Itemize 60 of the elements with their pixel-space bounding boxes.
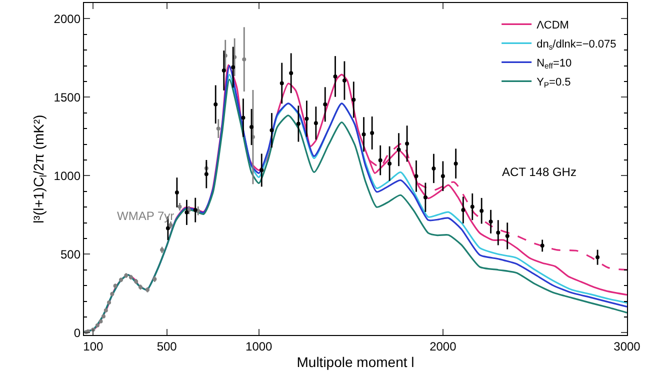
- point: [432, 166, 436, 170]
- legend-label: dn$_{s}$/dlnk=−0.075: [536, 38, 616, 52]
- y-tick-label: 1500: [54, 90, 81, 104]
- point: [289, 71, 294, 76]
- point: [496, 230, 500, 235]
- point: [222, 68, 226, 72]
- legend-label: Y$_{P}$=0.5: [536, 76, 571, 90]
- point: [304, 116, 309, 121]
- y-tick-label: 1000: [54, 168, 81, 183]
- point: [454, 162, 458, 166]
- point: [260, 168, 264, 172]
- point: [242, 57, 246, 62]
- point: [204, 172, 208, 176]
- point: [480, 208, 484, 213]
- point: [488, 220, 493, 224]
- point: [314, 121, 318, 126]
- point: [323, 102, 328, 106]
- point: [396, 148, 401, 152]
- point: [596, 255, 600, 260]
- point: [470, 204, 474, 209]
- legend-label: ΛCDM: [536, 19, 569, 32]
- point: [168, 222, 173, 227]
- point: [296, 122, 300, 126]
- point: [250, 125, 254, 130]
- point: [216, 126, 220, 131]
- point: [414, 174, 418, 178]
- point: [423, 195, 428, 200]
- x-tick-label: 100: [83, 340, 104, 354]
- point: [540, 244, 544, 248]
- point: [370, 130, 374, 135]
- point: [505, 234, 510, 238]
- point: [193, 208, 198, 212]
- x-axis-title: Multipole moment l: [296, 354, 414, 370]
- point: [405, 142, 410, 146]
- x-tick-label: 2000: [430, 340, 457, 354]
- point: [214, 102, 218, 106]
- point: [178, 204, 182, 209]
- point: [166, 226, 170, 230]
- y-tick-label: 500: [60, 247, 81, 262]
- point: [241, 116, 246, 120]
- point: [270, 128, 274, 132]
- point: [174, 190, 179, 194]
- point: [461, 208, 466, 212]
- point: [388, 162, 392, 166]
- series-label: WMAP 7yr: [117, 209, 174, 223]
- point: [280, 81, 284, 86]
- point: [440, 174, 445, 178]
- point: [231, 65, 236, 70]
- point: [362, 132, 366, 136]
- x-tick-label: 1000: [246, 340, 273, 354]
- point: [333, 74, 338, 78]
- y-tick-label: 2000: [54, 12, 81, 26]
- x-tick-label: 3000: [614, 340, 641, 354]
- legend-label: N$_{eff}$=10: [536, 57, 572, 71]
- point: [342, 78, 346, 83]
- x-tick-label: 500: [156, 340, 178, 354]
- text: ACT 148 GHz: [502, 165, 576, 179]
- point: [378, 158, 382, 162]
- y-tick-label: 0: [74, 326, 81, 340]
- point: [352, 98, 356, 102]
